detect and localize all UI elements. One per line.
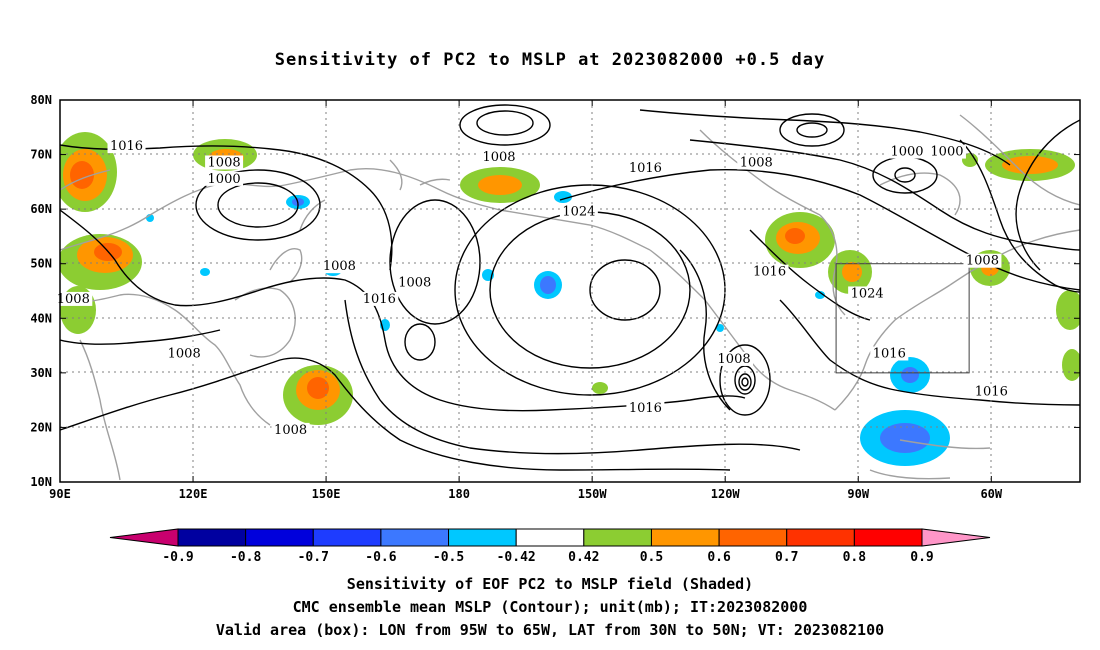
colorbar-tick-label: 0.8 <box>843 550 867 565</box>
colorbar-tick-label: -0.42 <box>497 550 536 565</box>
colorbar-tick-label: -0.9 <box>162 550 193 565</box>
contour-label: 1008 <box>482 150 515 165</box>
lat-tick-label: 30N <box>30 366 52 380</box>
colorbar-segment <box>312 528 382 547</box>
contour-label-bg <box>205 155 244 170</box>
colorbar-low-extend <box>109 528 179 547</box>
contour-label-bg <box>927 144 966 159</box>
contour-label: 1008 <box>274 423 307 438</box>
colorbar-tick-label: 0.6 <box>707 550 731 565</box>
contour-label-bg <box>107 139 146 154</box>
colorbar-high-extend <box>921 528 991 547</box>
contour-label-bg <box>750 264 789 279</box>
colorbar-tick-label: 0.42 <box>568 550 599 565</box>
colorbar-segment <box>380 528 450 547</box>
mslp-contours <box>60 104 1080 471</box>
lon-tick-label: 120E <box>179 487 208 501</box>
caption-line-1: Sensitivity of EOF PC2 to MSLP field (Sh… <box>346 575 754 593</box>
contour-label-bg <box>848 286 887 301</box>
colorbar-tick-label: -0.8 <box>230 550 261 565</box>
contour-label: 1000 <box>930 145 963 160</box>
longitude-labels: 90E 120E 150E 180 150W 120W 90W 60W <box>49 487 1003 501</box>
map-title: Sensitivity of PC2 to MSLP at 2023082000… <box>274 50 826 70</box>
contour-label-bg <box>54 291 93 306</box>
contour-label-bg <box>165 346 204 361</box>
contour-label-bg <box>715 351 754 366</box>
contour-label: 1024 <box>562 205 595 220</box>
contour-label: 1000 <box>890 145 923 160</box>
contour-label-bg <box>972 384 1011 399</box>
contour-label: 1024 <box>851 286 884 301</box>
contour-label-bg <box>888 144 927 159</box>
latitude-labels: 80N 70N 60N 50N 40N 30N 20N 10N <box>30 93 52 489</box>
caption-line-3: Valid area (box): LON from 95W to 65W, L… <box>215 621 885 639</box>
lat-tick-label: 80N <box>30 93 52 107</box>
contour-label: 1008 <box>740 155 773 170</box>
colorbar-segment <box>853 528 923 547</box>
contour-label-bg <box>963 253 1002 268</box>
lon-tick-label: 90W <box>847 487 869 501</box>
colorbar-segment <box>177 528 247 547</box>
axis-ticks <box>59 99 1080 483</box>
colorbar-tick-label: 0.5 <box>640 550 663 565</box>
colorbar-tick-label: 0.7 <box>775 550 798 565</box>
lat-tick-label: 50N <box>30 257 52 271</box>
colorbar-tick-label: -0.5 <box>433 550 464 565</box>
colorbar-tick-label: 0.9 <box>910 550 933 565</box>
contour-label: 1016 <box>873 346 906 361</box>
contour-label: 1008 <box>208 155 241 170</box>
colorbar-tick-label: -0.6 <box>365 550 396 565</box>
colorbar-segment <box>583 528 652 547</box>
contour-label-bg <box>737 155 776 170</box>
colorbar-tick-label: -0.7 <box>298 550 329 565</box>
contour-label: 1016 <box>363 292 396 307</box>
contour-label: 1008 <box>718 352 751 367</box>
colorbar-segment <box>515 528 585 547</box>
contour-label-bg <box>360 291 399 306</box>
lon-tick-label: 90E <box>49 487 71 501</box>
contour-label-bg <box>870 346 909 361</box>
colorbar-segment <box>448 528 517 547</box>
lon-tick-label: 150W <box>578 487 608 501</box>
contour-label-bg <box>271 422 310 437</box>
contour-label: 1008 <box>398 276 431 291</box>
lon-tick-label: 60W <box>980 487 1002 501</box>
contour-label-bg <box>559 204 598 219</box>
contour-label: 1008 <box>323 259 356 274</box>
contour-label: 1008 <box>168 346 201 361</box>
contour-label-bg <box>205 171 244 186</box>
lat-tick-label: 10N <box>30 475 52 489</box>
lat-tick-label: 20N <box>30 420 52 434</box>
contour-label-bg <box>626 160 665 175</box>
valid-area-box <box>835 263 970 374</box>
lon-tick-label: 150E <box>312 487 341 501</box>
lon-tick-label: 120W <box>711 487 741 501</box>
contour-label: 1000 <box>208 172 241 187</box>
caption-line-2: CMC ensemble mean MSLP (Contour); unit(m… <box>292 598 808 616</box>
contour-label-bg <box>626 401 665 416</box>
contour-label-bg <box>395 275 434 290</box>
contour-label: 1008 <box>57 292 90 307</box>
contour-label: 1016 <box>975 385 1008 400</box>
contour-labels: 1016100810001008100810081016100810081024… <box>54 139 1011 438</box>
lat-tick-label: 40N <box>30 311 52 325</box>
contour-label-bg <box>320 259 359 274</box>
contour-label: 1016 <box>110 139 143 154</box>
lat-tick-label: 60N <box>30 202 52 216</box>
colorbar-segment <box>718 528 788 547</box>
lat-tick-label: 70N <box>30 148 52 162</box>
colorbar-segment <box>650 528 720 547</box>
colorbar: -0.9 -0.8 -0.7 -0.6 -0.5 -0.42 0.42 0.5 0.6 0.7 0.… <box>109 528 991 565</box>
contour-label: 1016 <box>753 265 786 280</box>
contour-label: 1016 <box>629 161 662 176</box>
contour-label-bg <box>480 150 519 165</box>
colorbar-segment <box>245 528 314 547</box>
colorbar-segment <box>786 528 855 547</box>
contour-label: 1016 <box>629 401 662 416</box>
lon-tick-label: 180 <box>448 487 470 501</box>
plot-frame <box>59 99 1081 483</box>
contour-label: 1008 <box>966 254 999 269</box>
